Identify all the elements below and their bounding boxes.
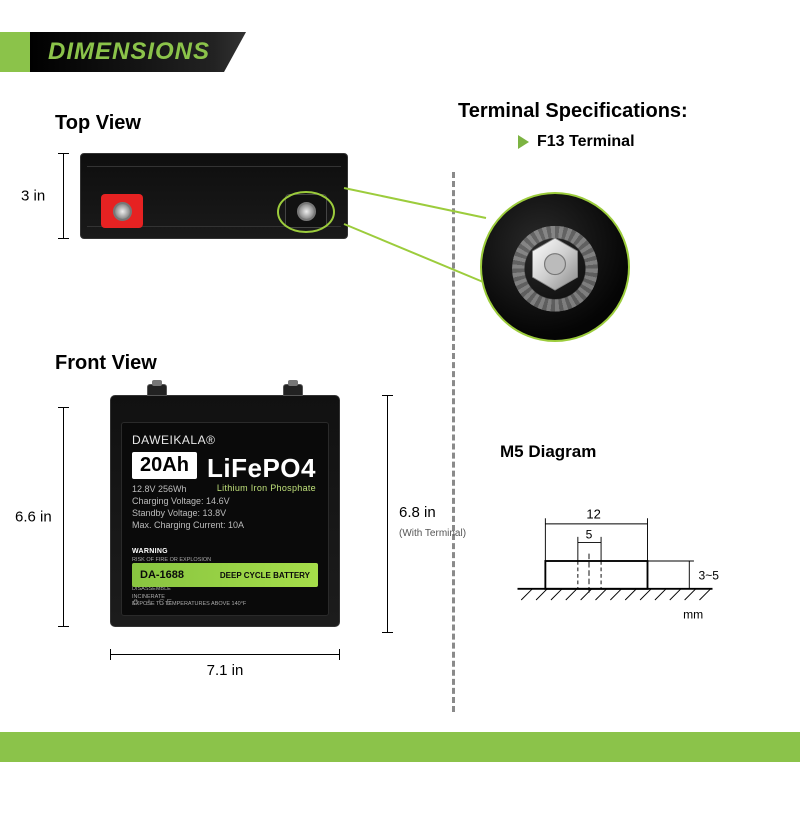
front-view-label: Front View: [55, 352, 455, 375]
front-height2-sub: (With Terminal): [399, 528, 466, 539]
m5-diagram-section: M5 Diagram 12: [500, 442, 750, 631]
top-view-section: Top View 3 in: [55, 112, 415, 239]
model-strip: DA-1688 DEEP CYCLE BATTERY: [132, 563, 318, 587]
main-area: Top View 3 in Terminal Speci: [0, 72, 800, 692]
battery-label-panel: DAWEIKALA® 20Ah LiFePO4 Lithium Iron Pho…: [121, 422, 329, 616]
top-view-label: Top View: [55, 112, 415, 135]
cert-icons: ♻ ⚠ CE: [132, 598, 174, 607]
header-title: DIMENSIONS: [30, 32, 246, 72]
battery-top-view: [80, 153, 348, 239]
m5-diagram: 12 5 3~5 mm: [500, 496, 730, 626]
front-terminals-icon: [111, 384, 339, 398]
front-width-dim: 7.1 in: [110, 654, 340, 655]
terminal-spec-title: Terminal Specifications:: [458, 100, 778, 123]
front-height-dim: 6.6 in: [63, 407, 64, 627]
m5-dim-12: 12: [586, 506, 600, 521]
hex-bolt-icon: [526, 235, 584, 293]
model-number: DA-1688: [140, 569, 184, 581]
chemistry-sub: Lithium Iron Phosphate: [217, 483, 316, 493]
m5-unit: mm: [683, 608, 703, 622]
capacity-badge: 20Ah: [132, 452, 197, 479]
top-view-height-dim: 3 in: [63, 153, 64, 239]
front-view-figure: 6.6 in DAWEIKALA® 20Ah LiFePO4 Lithium I…: [63, 395, 455, 627]
m5-dim-35: 3~5: [699, 569, 720, 583]
front-height-value: 6.6 in: [15, 509, 52, 526]
front-width-value: 7.1 in: [207, 662, 244, 679]
terminal-spec-name: F13 Terminal: [537, 133, 635, 151]
spec-line-2: Charging Voltage: 14.6V: [132, 495, 318, 507]
m5-dim-5: 5: [586, 528, 593, 542]
model-tag: DEEP CYCLE BATTERY: [220, 571, 310, 580]
front-height2-value: 6.8 in: [399, 504, 436, 521]
top-view-figure: 3 in: [63, 153, 415, 239]
battery-front-view: DAWEIKALA® 20Ah LiFePO4 Lithium Iron Pho…: [110, 395, 340, 627]
triangle-bullet-icon: [518, 135, 529, 149]
m5-title: M5 Diagram: [500, 442, 750, 462]
chemistry-label: LiFePO4: [207, 453, 316, 484]
terminal-spec-section: Terminal Specifications: F13 Terminal: [458, 100, 778, 151]
spec-line-4: Max. Charging Current: 10A: [132, 519, 318, 531]
warning-title: WARNING: [132, 548, 318, 555]
header-accent: [0, 32, 30, 72]
front-view-section: Front View 6.6 in DAWEIKALA® 20Ah LiFePO…: [55, 352, 455, 627]
top-view-height-value: 3 in: [21, 188, 45, 205]
header-band: DIMENSIONS: [0, 32, 800, 72]
brand-name: DAWEIKALA®: [132, 433, 318, 447]
terminal-spec-name-row: F13 Terminal: [518, 133, 778, 151]
footer-accent-band: [0, 732, 800, 762]
terminal-callout-ring: [275, 190, 337, 234]
front-height-with-terminal-dim: 6.8 in (With Terminal): [387, 395, 388, 633]
spec-line-3: Standby Voltage: 13.8V: [132, 507, 318, 519]
positive-terminal-icon: [101, 194, 143, 228]
terminal-closeup: [480, 192, 630, 342]
